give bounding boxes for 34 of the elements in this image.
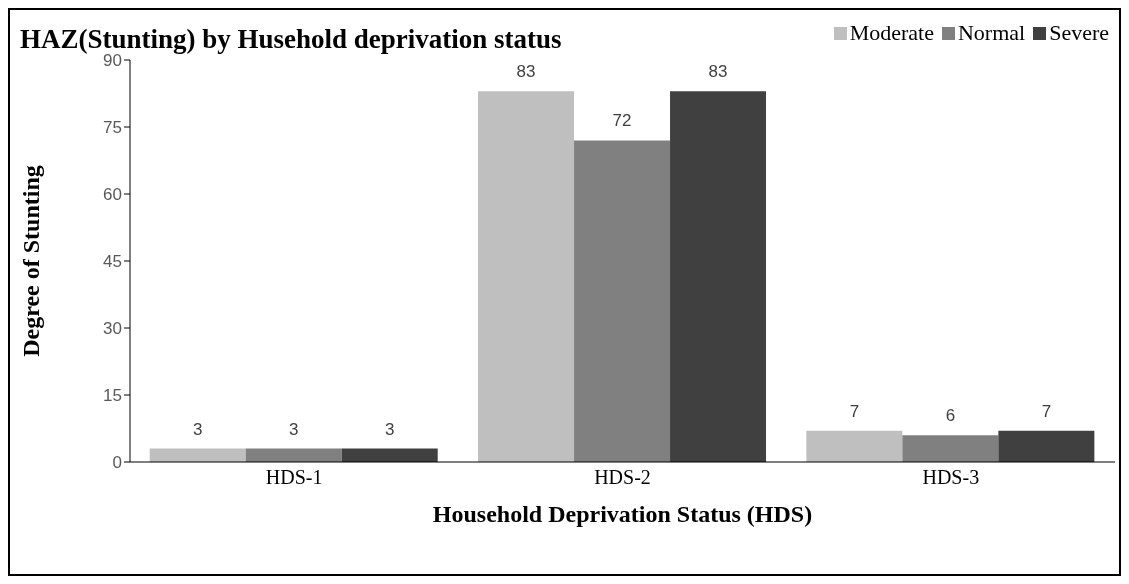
data-label: 3 (192, 419, 203, 439)
data-label: 7 (849, 401, 860, 421)
y-axis-title: Degree of Stunting (17, 165, 44, 357)
y-tick-label: 45 (103, 252, 122, 272)
legend-label: Normal (956, 20, 1026, 46)
x-tick-label: HDS-3 (922, 466, 980, 489)
x-tick-label: HDS-1 (265, 466, 323, 489)
data-label: 7 (1041, 401, 1052, 421)
y-tick-label: 60 (103, 185, 122, 205)
y-tick-label: 0 (112, 453, 122, 473)
y-tick-label: 30 (103, 319, 122, 339)
data-label: 6 (945, 406, 956, 426)
bar (341, 448, 438, 462)
bar (998, 430, 1095, 462)
bar (902, 435, 999, 462)
y-tick-label: 75 (103, 118, 122, 138)
data-label: 83 (708, 62, 728, 82)
bar (574, 140, 671, 462)
x-axis-title: Household Deprivation Status (HDS) (432, 501, 813, 527)
data-label: 3 (384, 419, 395, 439)
x-tick-label: HDS-2 (594, 466, 651, 489)
y-tick-label: 90 (103, 51, 122, 71)
bar (478, 91, 575, 462)
bar (245, 448, 342, 462)
data-label: 3 (288, 419, 299, 439)
bar (806, 430, 903, 462)
data-label: 83 (516, 62, 536, 82)
bar (670, 91, 767, 462)
y-tick-label: 15 (103, 386, 122, 406)
legend-label: Moderate (848, 20, 934, 46)
legend-label: Severe (1048, 20, 1109, 46)
chart-title: HAZ(Stunting) by Husehold deprivation status (20, 24, 562, 54)
data-label: 72 (612, 111, 632, 131)
bar (149, 448, 246, 462)
